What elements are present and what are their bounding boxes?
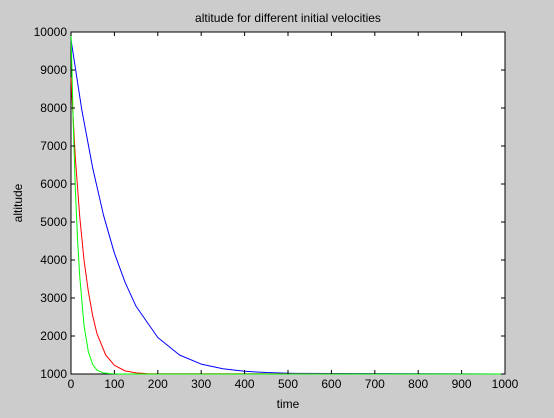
- y-tick-label: 8000: [40, 101, 67, 115]
- plot-area: [70, 31, 506, 375]
- y-tick-label: 3000: [40, 291, 67, 305]
- y-tick-label: 6000: [40, 177, 67, 191]
- x-tick-label: 900: [452, 377, 472, 391]
- x-tick-label: 0: [68, 377, 75, 391]
- x-tick-label: 500: [278, 377, 298, 391]
- chart-title: altitude for different initial velocitie…: [195, 11, 381, 25]
- x-tick-label: 700: [365, 377, 385, 391]
- y-tick-label: 4000: [40, 253, 67, 267]
- series-line-3: [70, 31, 505, 375]
- x-tick-label: 400: [235, 377, 255, 391]
- y-tick-label: 10000: [34, 25, 68, 39]
- x-tick-label: 600: [321, 377, 341, 391]
- y-axis-label: altitude: [11, 183, 25, 222]
- x-tick-label: 1000: [492, 377, 519, 391]
- y-tick-label: 9000: [40, 63, 67, 77]
- x-tick-label: 200: [148, 377, 168, 391]
- y-tick-label: 2000: [40, 329, 67, 343]
- y-tick-label: 5000: [40, 215, 67, 229]
- ticks-layer: 0 100 200 300 400 500 600 700 800 900 1000 1000 2000…: [34, 25, 519, 391]
- series-line-1: [70, 39, 506, 375]
- y-tick-label: 7000: [40, 139, 67, 153]
- x-axis-label: time: [277, 397, 300, 411]
- x-tick-label: 300: [191, 377, 211, 391]
- x-tick-label: 800: [408, 377, 428, 391]
- series-line-2: [70, 77, 506, 375]
- y-tick-label: 1000: [40, 367, 67, 381]
- series-layer: [70, 31, 506, 375]
- x-tick-label: 100: [104, 377, 124, 391]
